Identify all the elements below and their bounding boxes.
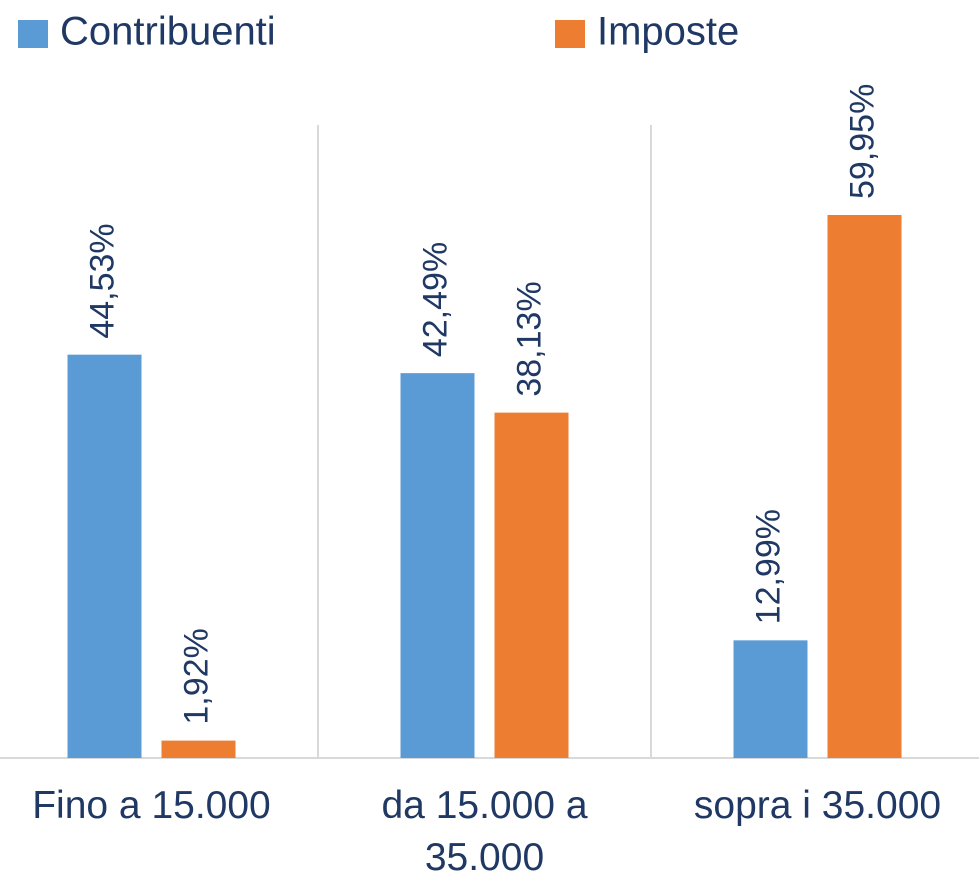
value-label: 59,95% xyxy=(843,84,881,199)
legend-swatch xyxy=(18,20,48,48)
value-label: 42,49% xyxy=(416,242,454,357)
x-tick-label: da 15.000 a 35.000 xyxy=(381,784,588,879)
value-label: 38,13% xyxy=(510,281,548,396)
value-label: 12,99% xyxy=(749,509,787,624)
bar xyxy=(733,640,808,758)
bar xyxy=(161,740,236,758)
legend-label: Contribuenti xyxy=(60,10,276,54)
bar xyxy=(494,412,569,758)
x-tick-label: Fino a 15.000 xyxy=(32,784,271,827)
bar xyxy=(67,354,142,758)
value-label: 44,53% xyxy=(83,223,121,338)
legend-swatch xyxy=(555,20,585,48)
bar xyxy=(400,373,475,758)
value-label: 1,92% xyxy=(177,628,215,724)
bar xyxy=(827,215,902,758)
legend-label: Imposte xyxy=(597,10,739,54)
x-tick-label: sopra i 35.000 xyxy=(693,784,942,827)
